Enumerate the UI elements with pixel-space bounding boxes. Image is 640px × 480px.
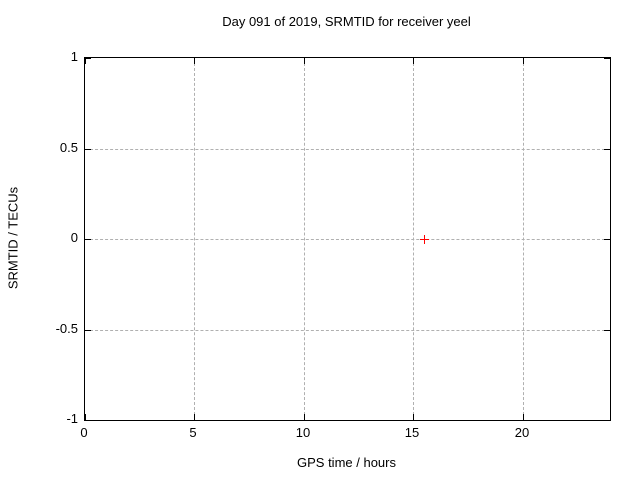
plot-area: [84, 57, 611, 421]
x-tick-mark: [523, 414, 524, 420]
y-tick-mark-mirror: [604, 58, 610, 59]
y-tick-label: -0.5: [55, 321, 78, 336]
x-tick-mark: [304, 414, 305, 420]
y-tick-label: 0.5: [59, 140, 78, 155]
x-axis-label: GPS time / hours: [297, 455, 396, 470]
x-tick-label: 10: [295, 425, 311, 440]
y-tick-mark-mirror: [604, 239, 610, 240]
x-tick-label: 20: [514, 425, 530, 440]
x-tick-mark: [194, 414, 195, 420]
y-tick-mark: [85, 420, 91, 421]
y-tick-mark: [85, 149, 91, 150]
x-tick-mark-mirror: [85, 58, 86, 64]
data-point-marker: [420, 235, 429, 244]
x-tick-mark-mirror: [413, 58, 414, 64]
y-axis-label: SRMTID / TECUs: [5, 186, 21, 290]
y-gridline: [85, 239, 610, 240]
y-tick-mark-mirror: [604, 149, 610, 150]
y-tick-mark: [85, 330, 91, 331]
x-tick-label: 15: [404, 425, 420, 440]
x-tick-mark: [85, 414, 86, 420]
y-tick-label: 1: [70, 49, 78, 64]
chart-title: Day 091 of 2019, SRMTID for receiver yee…: [222, 14, 471, 29]
y-gridline: [85, 149, 610, 150]
x-tick-label: 5: [189, 425, 197, 440]
y-tick-label: 0: [70, 230, 78, 245]
y-tick-mark: [85, 58, 91, 59]
y-gridline: [85, 330, 610, 331]
x-tick-mark-mirror: [194, 58, 195, 64]
y-tick-mark-mirror: [604, 330, 610, 331]
x-tick-mark: [413, 414, 414, 420]
x-tick-mark-mirror: [304, 58, 305, 64]
marker-vertical-bar: [424, 235, 425, 244]
x-tick-mark-mirror: [523, 58, 524, 64]
y-tick-mark-mirror: [604, 420, 610, 421]
x-tick-label: 0: [80, 425, 88, 440]
y-tick-mark: [85, 239, 91, 240]
y-tick-label: -1: [66, 411, 78, 426]
